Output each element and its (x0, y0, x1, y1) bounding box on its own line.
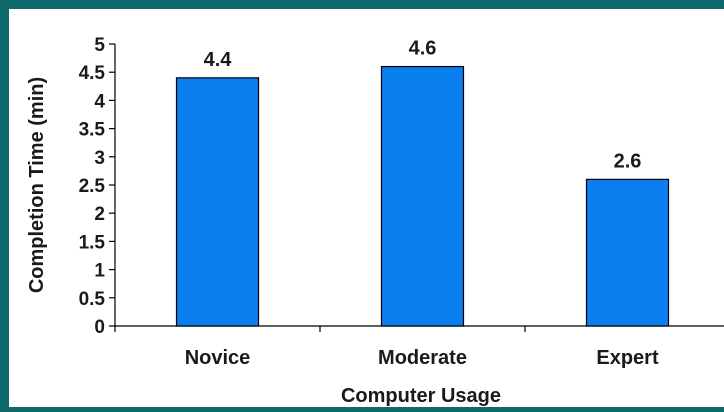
y-tick-label: 0.5 (79, 289, 106, 310)
y-tick-label: 0 (94, 317, 105, 338)
y-axis: 0 0.5 1 1.5 2 2.5 3 3.5 4 4.5 5 (79, 35, 116, 338)
y-tick-label: 2 (94, 204, 105, 225)
bar-moderate (380, 65, 465, 327)
y-tick-label: 2.5 (79, 176, 106, 197)
bar-expert (585, 178, 670, 327)
bar-novice (175, 77, 260, 327)
y-tick-label: 1 (94, 261, 105, 282)
y-tick-label: 3.5 (79, 120, 106, 141)
bar-chart: 0 0.5 1 1.5 2 2.5 3 3.5 4 4.5 5 4.4 4.6 2.6 Novice Mo… (26, 35, 724, 407)
x-axis-title: Computer Usage (341, 385, 501, 407)
category-label-moderate: Moderate (378, 347, 467, 369)
chart-panel: 0 0.5 1 1.5 2 2.5 3 3.5 4 4.5 5 4.4 4.6 2.6 Novice Mo… (9, 9, 724, 407)
y-tick-label: 4 (94, 91, 105, 112)
y-axis-title: Completion Time (min) (26, 77, 48, 293)
y-tick-label: 1.5 (79, 232, 106, 253)
data-labels: 4.4 4.6 2.6 (204, 38, 642, 173)
x-axis (114, 325, 724, 332)
data-label-moderate: 4.6 (409, 38, 437, 60)
category-label-expert: Expert (596, 347, 659, 369)
y-tick-label: 3 (94, 148, 105, 169)
data-label-novice: 4.4 (204, 49, 233, 71)
category-labels: Novice Moderate Expert (185, 347, 659, 369)
y-tick-label: 5 (94, 35, 105, 56)
category-label-novice: Novice (185, 347, 251, 369)
y-tick-label: 4.5 (79, 63, 106, 84)
data-label-expert: 2.6 (614, 150, 642, 172)
bars (175, 65, 670, 327)
